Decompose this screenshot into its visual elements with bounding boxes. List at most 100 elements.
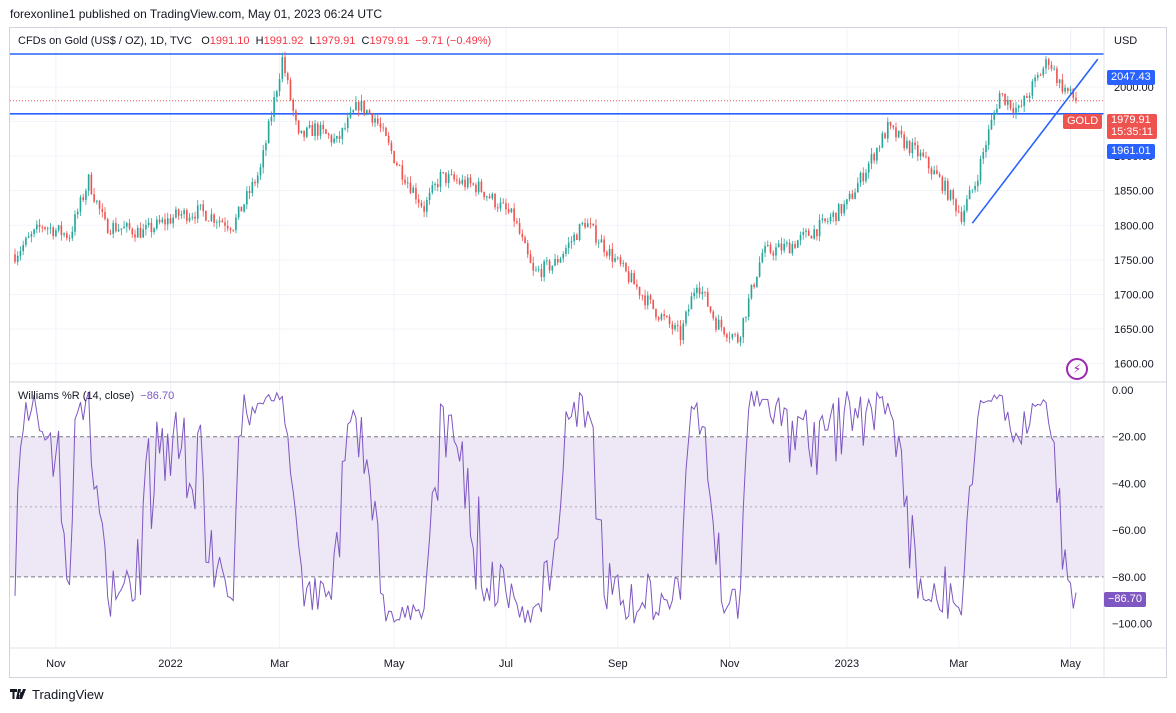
candle-body bbox=[60, 225, 63, 235]
candle-body bbox=[916, 145, 919, 157]
candle-body bbox=[14, 254, 16, 262]
candle-body bbox=[769, 244, 772, 253]
candle-body bbox=[368, 110, 371, 114]
williams-value: −86.70 bbox=[140, 390, 175, 402]
candle-body bbox=[232, 229, 235, 231]
tradingview-logo-icon bbox=[10, 688, 26, 699]
candle-body bbox=[516, 221, 518, 223]
candle-body bbox=[532, 262, 535, 271]
candle-body bbox=[486, 196, 488, 198]
candle-body bbox=[630, 273, 633, 282]
candle-body bbox=[366, 110, 368, 114]
candle-body bbox=[166, 218, 169, 225]
candle-body bbox=[1075, 97, 1077, 101]
candle-body bbox=[941, 176, 944, 192]
candle-body bbox=[390, 142, 393, 152]
candle-body bbox=[93, 194, 95, 202]
candle-body bbox=[385, 127, 387, 136]
price-tick-label: 1850.00 bbox=[1114, 186, 1154, 198]
candle-body bbox=[717, 319, 720, 330]
candle-body bbox=[578, 224, 581, 240]
candle-body bbox=[622, 262, 625, 264]
candle-body bbox=[226, 225, 229, 229]
candle-body bbox=[1042, 68, 1045, 76]
candle-body bbox=[363, 100, 365, 114]
candle-body bbox=[330, 135, 333, 143]
candle-body bbox=[415, 187, 417, 200]
candle-body bbox=[104, 211, 106, 220]
candle-body bbox=[153, 228, 155, 233]
candle-body bbox=[788, 242, 791, 254]
low-label: L bbox=[309, 35, 316, 47]
candle-body bbox=[469, 177, 472, 184]
candle-body bbox=[406, 182, 409, 184]
candle-body bbox=[606, 251, 608, 256]
candle-body bbox=[404, 179, 406, 184]
candle-body bbox=[164, 219, 166, 225]
candle-body bbox=[98, 200, 101, 209]
candle-body bbox=[235, 217, 237, 231]
footer-brand[interactable]: TradingView bbox=[10, 687, 104, 702]
candle-body bbox=[300, 130, 303, 133]
candle-body bbox=[1001, 93, 1004, 95]
symbol-legend[interactable]: CFDs on Gold (US$ / OZ), 1D, TVC O1991.1… bbox=[18, 35, 491, 47]
candle-body bbox=[895, 127, 897, 138]
williams-legend[interactable]: Williams %R (14, close) −86.70 bbox=[18, 390, 174, 402]
flash-icon[interactable]: ⚡ bbox=[1066, 358, 1088, 380]
candle-body bbox=[428, 192, 431, 201]
williams-tick-label: −40.00 bbox=[1112, 478, 1146, 490]
open-label: O bbox=[201, 35, 210, 47]
candle-body bbox=[704, 291, 706, 293]
candle-body bbox=[1020, 105, 1023, 107]
candle-body bbox=[1023, 95, 1025, 107]
candle-body bbox=[761, 252, 764, 263]
candle-body bbox=[925, 156, 927, 158]
candle-body bbox=[960, 211, 963, 222]
candle-body bbox=[818, 219, 821, 237]
candle-body bbox=[745, 316, 747, 318]
candle-body bbox=[676, 325, 679, 327]
williams-r-line bbox=[14, 390, 1077, 624]
candle-body bbox=[123, 226, 125, 229]
candle-body bbox=[919, 152, 922, 157]
candle-body bbox=[791, 244, 794, 254]
williams-value-tag: −86.70 bbox=[1104, 592, 1146, 607]
candle-body bbox=[1026, 95, 1028, 98]
candle-body bbox=[625, 262, 627, 272]
candle-body bbox=[194, 216, 196, 219]
candle-body bbox=[584, 223, 586, 228]
candle-body bbox=[747, 298, 750, 317]
candle-body bbox=[753, 284, 755, 287]
candle-body bbox=[379, 123, 382, 128]
currency-label[interactable]: USD bbox=[1114, 35, 1138, 47]
candle-body bbox=[52, 227, 55, 237]
close-label: C bbox=[361, 35, 370, 47]
candle-body bbox=[949, 190, 952, 200]
candle-body bbox=[1039, 75, 1042, 76]
candle-body bbox=[466, 177, 469, 188]
candle-body bbox=[450, 174, 453, 176]
candle-body bbox=[936, 170, 938, 175]
candle-body bbox=[237, 206, 240, 218]
candle-body bbox=[865, 172, 867, 182]
candle-body bbox=[567, 242, 570, 249]
candle-body bbox=[284, 57, 286, 74]
candle-body bbox=[1056, 68, 1058, 84]
candle-body bbox=[706, 292, 709, 307]
candle-body bbox=[802, 231, 805, 235]
candle-body bbox=[401, 165, 404, 180]
candle-body bbox=[316, 123, 319, 136]
candle-body bbox=[202, 204, 205, 212]
candle-body bbox=[963, 210, 965, 222]
candle-body bbox=[145, 225, 147, 230]
candle-body bbox=[292, 99, 295, 111]
candle-body bbox=[349, 112, 352, 118]
price-tick-label: 1700.00 bbox=[1114, 289, 1154, 301]
candle-body bbox=[764, 245, 766, 253]
candle-body bbox=[783, 243, 785, 251]
candle-body bbox=[496, 207, 499, 209]
candle-body bbox=[1066, 87, 1069, 92]
candle-body bbox=[821, 218, 824, 220]
candle-body bbox=[987, 129, 990, 145]
